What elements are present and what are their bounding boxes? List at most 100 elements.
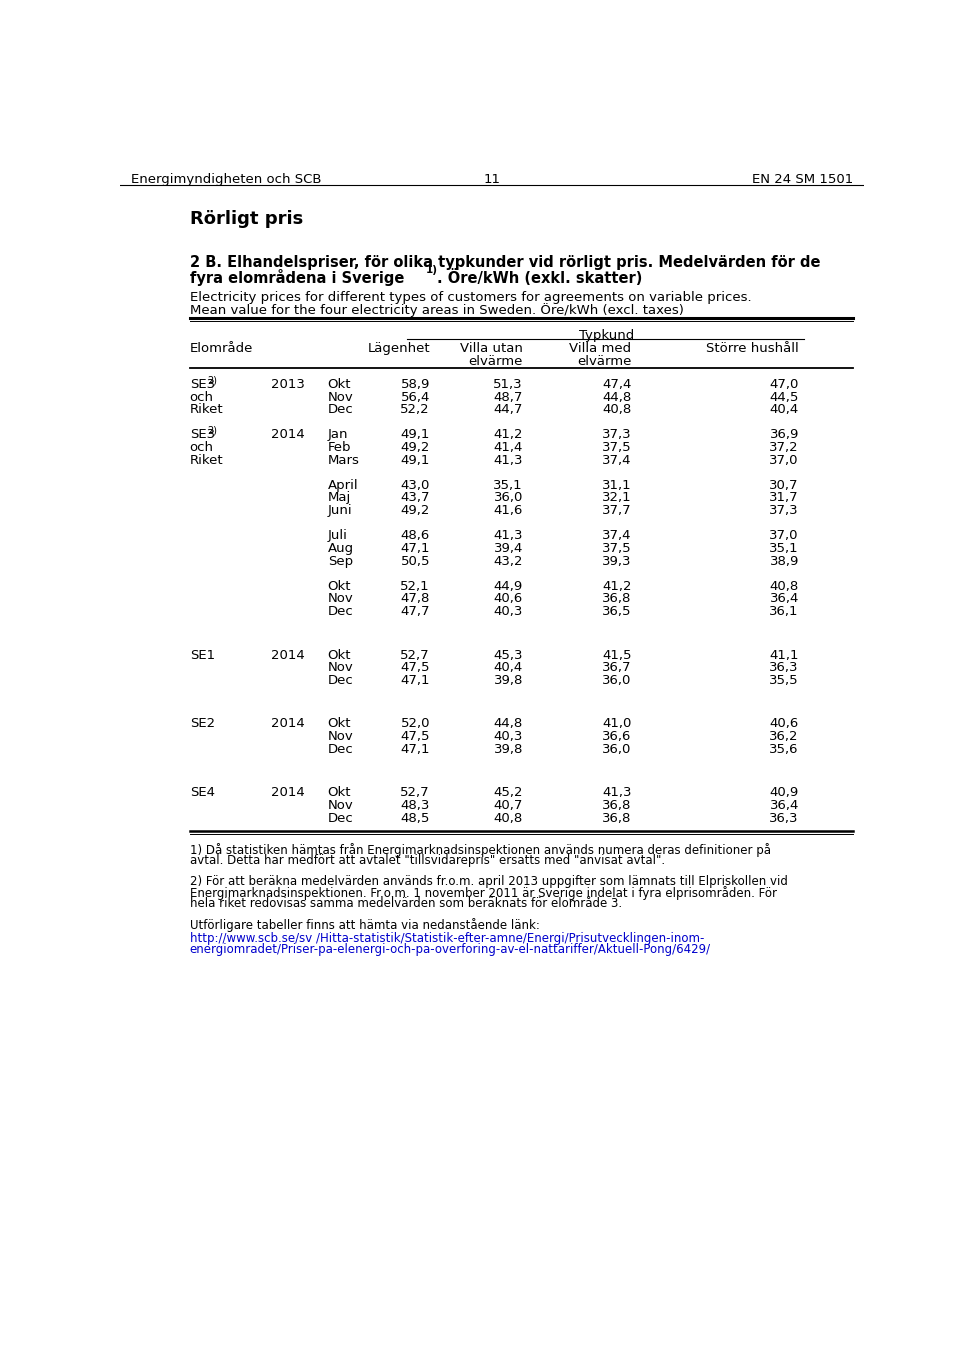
Text: Sep: Sep (327, 554, 353, 568)
Text: SE4: SE4 (190, 786, 215, 800)
Text: 49,2: 49,2 (400, 504, 430, 517)
Text: elvärme: elvärme (468, 355, 523, 367)
Text: 41,3: 41,3 (602, 786, 632, 800)
Text: 51,3: 51,3 (493, 378, 523, 390)
Text: 40,9: 40,9 (770, 786, 799, 800)
Text: Aug: Aug (327, 542, 354, 554)
Text: 37,2: 37,2 (769, 441, 799, 455)
Text: 36,7: 36,7 (602, 661, 632, 674)
Text: avtal. Detta har medfört att avtalet "tillsvidarepris" ersatts med "anvisat avta: avtal. Detta har medfört att avtalet "ti… (190, 853, 665, 867)
Text: 35,1: 35,1 (769, 542, 799, 554)
Text: 44,9: 44,9 (493, 580, 523, 592)
Text: 47,4: 47,4 (602, 378, 632, 390)
Text: Dec: Dec (327, 674, 353, 687)
Text: 41,2: 41,2 (493, 429, 523, 441)
Text: 41,6: 41,6 (493, 504, 523, 517)
Text: 40,4: 40,4 (493, 661, 523, 674)
Text: SE3: SE3 (190, 429, 215, 441)
Text: 47,5: 47,5 (400, 661, 430, 674)
Text: Riket: Riket (190, 403, 224, 416)
Text: Riket: Riket (190, 453, 224, 467)
Text: 52,7: 52,7 (400, 648, 430, 662)
Text: 36,8: 36,8 (602, 812, 632, 824)
Text: Okt: Okt (327, 718, 351, 730)
Text: Lägenhet: Lägenhet (368, 343, 430, 355)
Text: Större hushåll: Större hushåll (707, 343, 799, 355)
Text: Okt: Okt (327, 786, 351, 800)
Text: EN 24 SM 1501: EN 24 SM 1501 (752, 173, 853, 186)
Text: Okt: Okt (327, 378, 351, 390)
Text: 36,0: 36,0 (602, 674, 632, 687)
Text: April: April (327, 479, 358, 491)
Text: 52,2: 52,2 (400, 403, 430, 416)
Text: 40,3: 40,3 (493, 605, 523, 618)
Text: och: och (190, 441, 214, 455)
Text: 39,8: 39,8 (493, 674, 523, 687)
Text: 47,1: 47,1 (400, 743, 430, 756)
Text: 2014: 2014 (271, 648, 305, 662)
Text: 35,5: 35,5 (769, 674, 799, 687)
Text: Nov: Nov (327, 592, 353, 605)
Text: Juni: Juni (327, 504, 352, 517)
Text: Dec: Dec (327, 743, 353, 756)
Text: 45,3: 45,3 (493, 648, 523, 662)
Text: fyra elområdena i Sverige: fyra elområdena i Sverige (190, 269, 404, 285)
Text: Villa med: Villa med (569, 343, 632, 355)
Text: 43,2: 43,2 (493, 554, 523, 568)
Text: 35,6: 35,6 (769, 743, 799, 756)
Text: Feb: Feb (327, 441, 351, 455)
Text: 49,1: 49,1 (400, 429, 430, 441)
Text: 58,9: 58,9 (400, 378, 430, 390)
Text: Dec: Dec (327, 605, 353, 618)
Text: Okt: Okt (327, 648, 351, 662)
Text: energiomradet/Priser-pa-elenergi-och-pa-overforing-av-el-nattariffer/Aktuell-Pon: energiomradet/Priser-pa-elenergi-och-pa-… (190, 943, 710, 955)
Text: 37,0: 37,0 (769, 453, 799, 467)
Text: Nov: Nov (327, 661, 353, 674)
Text: 36,0: 36,0 (493, 491, 523, 505)
Text: 37,4: 37,4 (602, 530, 632, 542)
Text: och: och (190, 390, 214, 404)
Text: SE1: SE1 (190, 648, 215, 662)
Text: 37,3: 37,3 (602, 429, 632, 441)
Text: Juli: Juli (327, 530, 348, 542)
Text: 40,8: 40,8 (493, 812, 523, 824)
Text: 36,5: 36,5 (602, 605, 632, 618)
Text: 36,3: 36,3 (769, 812, 799, 824)
Text: 2014: 2014 (271, 429, 305, 441)
Text: 37,0: 37,0 (769, 530, 799, 542)
Text: Mean value for the four electricity areas in Sweden. Öre/kWh (excl. taxes): Mean value for the four electricity area… (190, 303, 684, 317)
Text: 40,8: 40,8 (602, 403, 632, 416)
Text: 36,0: 36,0 (602, 743, 632, 756)
Text: Nov: Nov (327, 390, 353, 404)
Text: 39,8: 39,8 (493, 743, 523, 756)
Text: 40,3: 40,3 (493, 730, 523, 743)
Text: 40,6: 40,6 (493, 592, 523, 605)
Text: 36,6: 36,6 (602, 730, 632, 743)
Text: 37,3: 37,3 (769, 504, 799, 517)
Text: Utförligare tabeller finns att hämta via nedanstående länk:: Utförligare tabeller finns att hämta via… (190, 919, 540, 932)
Text: 40,7: 40,7 (493, 799, 523, 812)
Text: 41,4: 41,4 (493, 441, 523, 455)
Text: 52,1: 52,1 (400, 580, 430, 592)
Text: 49,1: 49,1 (400, 453, 430, 467)
Text: Dec: Dec (327, 403, 353, 416)
Text: 2013: 2013 (271, 378, 305, 390)
Text: Electricity prices for different types of customers for agreements on variable p: Electricity prices for different types o… (190, 291, 752, 304)
Text: 40,8: 40,8 (770, 580, 799, 592)
Text: 39,4: 39,4 (493, 542, 523, 554)
Text: 40,6: 40,6 (770, 718, 799, 730)
Text: 37,4: 37,4 (602, 453, 632, 467)
Text: 41,3: 41,3 (493, 453, 523, 467)
Text: Villa utan: Villa utan (460, 343, 523, 355)
Text: 38,9: 38,9 (770, 554, 799, 568)
Text: 2 B. Elhandelspriser, för olika typkunder vid rörligt pris. Medelvärden för de: 2 B. Elhandelspriser, för olika typkunde… (190, 255, 820, 270)
Text: 47,1: 47,1 (400, 542, 430, 554)
Text: 43,0: 43,0 (400, 479, 430, 491)
Text: SE2: SE2 (190, 718, 215, 730)
Text: 37,5: 37,5 (602, 441, 632, 455)
Text: http://www.scb.se/sv /Hitta-statistik/Statistik-efter-amne/Energi/Prisutveckling: http://www.scb.se/sv /Hitta-statistik/St… (190, 932, 704, 945)
Text: Energimarknadsinspektionen. Fr.o.m. 1 november 2011 är Sverige indelat i fyra el: Energimarknadsinspektionen. Fr.o.m. 1 no… (190, 886, 777, 900)
Text: 36,4: 36,4 (770, 592, 799, 605)
Text: 56,4: 56,4 (400, 390, 430, 404)
Text: 44,8: 44,8 (602, 390, 632, 404)
